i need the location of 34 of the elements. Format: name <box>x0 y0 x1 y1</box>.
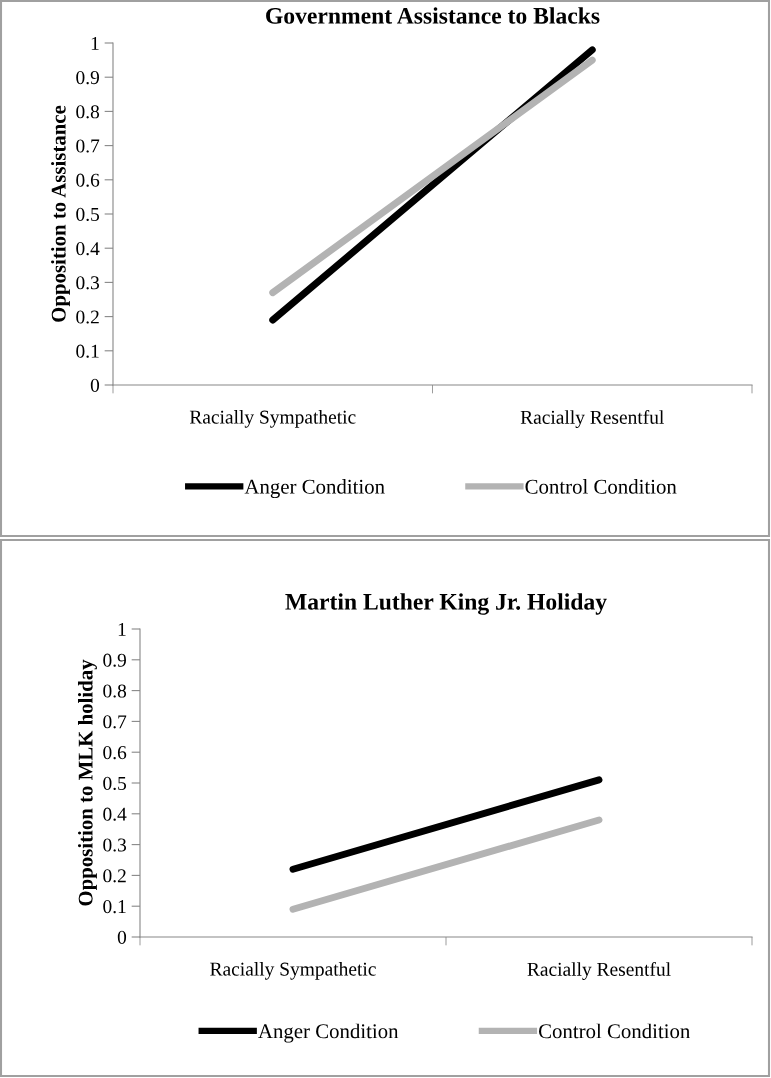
x-tick-label: Racially Resentful <box>520 410 664 428</box>
y-tick-label: 0.9 <box>76 71 100 85</box>
y-tick-label: 0.8 <box>76 105 100 119</box>
y-tick-label: 0.7 <box>76 139 100 153</box>
y-tick-label: 1 <box>91 36 99 50</box>
y-tick-label: 0 <box>90 378 100 392</box>
y-tick-label: 0.5 <box>103 776 127 791</box>
y-axis-title: Opposition to Assistance <box>51 105 70 322</box>
y-tick-label: 0.1 <box>76 344 99 358</box>
x-tick-label: Racially Sympathetic <box>210 962 376 980</box>
y-tick-label: 0.1 <box>103 900 126 914</box>
y-tick-label: 0.9 <box>103 653 127 667</box>
x-tick-label: Racially Resentful <box>527 962 671 980</box>
legend-label: Anger Condition <box>258 1023 399 1043</box>
y-tick-label: 0.8 <box>103 684 127 698</box>
y-tick-label: 0.6 <box>76 173 100 187</box>
y-tick-label: 0.7 <box>103 715 127 729</box>
legend-label: Anger Condition <box>244 479 385 499</box>
y-tick-label: 0.4 <box>103 807 127 821</box>
x-tick-label: Racially Sympathetic <box>189 410 356 428</box>
y-tick-label: 0.2 <box>103 869 126 883</box>
y-axis-title: Opposition to MLK holiday <box>77 659 97 906</box>
chart-title: Martin Luther King Jr. Holiday <box>285 593 607 615</box>
legend-label: Control Condition <box>525 479 677 494</box>
y-tick-label: 0.5 <box>76 207 100 222</box>
y-tick-label: 0.3 <box>103 838 127 852</box>
chart-title: Government Assistance to Blacks <box>266 7 600 24</box>
y-tick-label: 0.4 <box>76 242 100 256</box>
y-tick-label: 0.2 <box>76 310 99 324</box>
y-tick-label: 1 <box>118 622 126 636</box>
y-tick-label: 0.6 <box>103 746 127 760</box>
legend-label: Control Condition <box>538 1023 691 1039</box>
y-tick-label: 0.3 <box>76 276 100 290</box>
y-tick-label: 0 <box>117 930 127 944</box>
